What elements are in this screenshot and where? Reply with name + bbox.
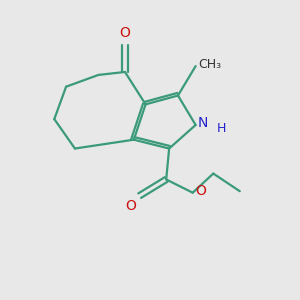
Text: O: O [119, 26, 130, 40]
Text: CH₃: CH₃ [199, 58, 222, 71]
Text: O: O [196, 184, 206, 198]
Text: O: O [125, 199, 136, 213]
Text: N: N [198, 116, 208, 130]
Text: H: H [217, 122, 226, 135]
